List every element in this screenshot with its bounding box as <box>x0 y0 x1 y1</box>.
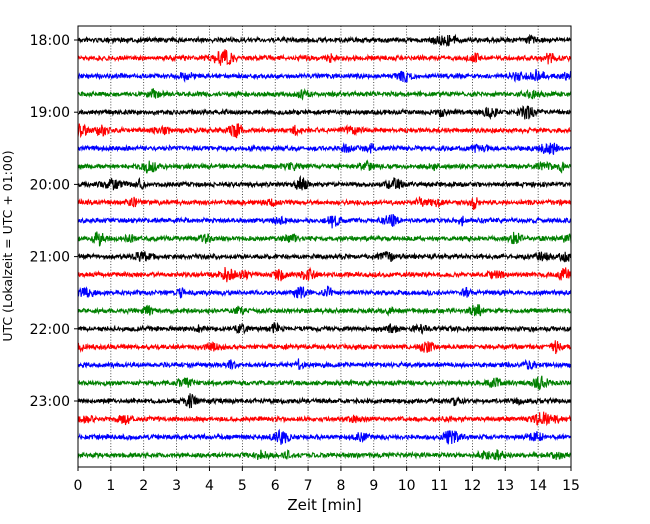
y-axis: 18:00 19:00 20:00 21:00 22:00 23:00 <box>30 33 78 410</box>
y-axis-label: UTC (Lokalzeit = UTC + 01:00) <box>0 150 15 341</box>
grid-layer <box>110 26 539 467</box>
x-tick-label-8: 8 <box>336 478 345 494</box>
x-tick-label-4: 4 <box>205 478 214 494</box>
y-tick-label-1800: 18:00 <box>30 33 70 49</box>
x-tick-label-6: 6 <box>271 478 280 494</box>
x-tick-label-2: 2 <box>139 478 148 494</box>
trace-2230 <box>77 358 572 371</box>
trace-2045 <box>77 231 572 247</box>
trace-layer <box>77 33 572 461</box>
trace-2015 <box>77 196 572 211</box>
trace-1800 <box>77 33 572 47</box>
trace-2000 <box>77 174 572 191</box>
y-tick-label-2000: 20:00 <box>30 177 70 193</box>
trace-2315 <box>77 411 572 427</box>
x-axis: 0 1 2 3 4 5 6 7 8 9 10 11 12 13 14 15 <box>74 467 580 494</box>
trace-1900 <box>77 105 572 120</box>
trace-1815 <box>77 49 572 66</box>
y-tick-label-2300: 23:00 <box>30 394 70 410</box>
y-tick-label-2100: 21:00 <box>30 250 70 266</box>
trace-2115 <box>77 266 572 283</box>
trace-2200 <box>77 321 572 335</box>
plot-frame <box>77 25 572 468</box>
trace-2345 <box>77 449 572 461</box>
trace-2100 <box>77 250 572 263</box>
x-tick-label-15: 15 <box>562 478 580 494</box>
x-tick-label-14: 14 <box>529 478 547 494</box>
trace-2330 <box>77 428 572 445</box>
x-axis-label: Zeit [min] <box>287 496 361 514</box>
y-tick-label-2200: 22:00 <box>30 322 70 338</box>
x-tick-label-7: 7 <box>304 478 313 494</box>
trace-2145 <box>77 304 572 317</box>
trace-1915 <box>77 123 572 139</box>
trace-2215 <box>77 340 572 355</box>
x-tick-label-3: 3 <box>172 478 181 494</box>
trace-2130 <box>77 285 572 299</box>
trace-2245 <box>77 375 572 391</box>
trace-1845 <box>77 87 572 101</box>
x-tick-label-11: 11 <box>431 478 449 494</box>
x-tick-label-10: 10 <box>398 478 416 494</box>
trace-1945 <box>77 159 572 174</box>
x-tick-label-0: 0 <box>74 478 83 494</box>
x-tick-label-1: 1 <box>106 478 115 494</box>
trace-2030 <box>77 213 572 229</box>
x-tick-label-9: 9 <box>369 478 378 494</box>
trace-2300 <box>77 393 572 409</box>
y-tick-label-1900: 19:00 <box>30 105 70 121</box>
x-tick-label-12: 12 <box>463 478 481 494</box>
x-tick-label-13: 13 <box>496 478 514 494</box>
x-tick-label-5: 5 <box>238 478 247 494</box>
trace-1830 <box>77 68 572 83</box>
trace-1930 <box>77 142 572 155</box>
